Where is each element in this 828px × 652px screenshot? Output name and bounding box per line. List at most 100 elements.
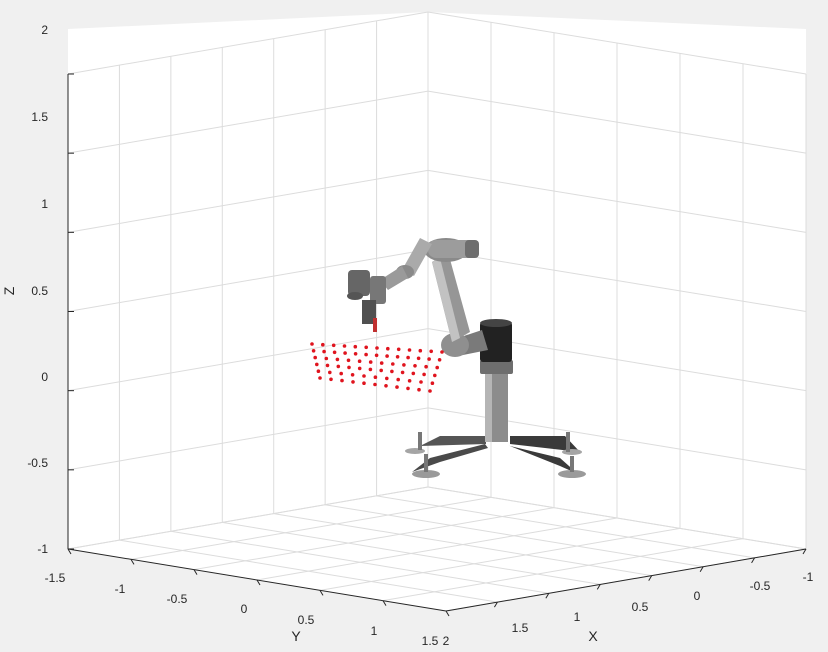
- y-tick-label: 1: [371, 624, 378, 638]
- x-tick-mark: [256, 579, 261, 586]
- x-tick-label: 0: [694, 589, 701, 603]
- x-tick-label: 1.5: [512, 621, 529, 635]
- scatter-point: [407, 379, 412, 383]
- scatter-point: [406, 386, 410, 391]
- z-tick-label: 1: [41, 197, 48, 211]
- scatter-point: [346, 358, 351, 363]
- floor-grid-line: [130, 496, 492, 560]
- scatter-point: [322, 349, 326, 354]
- x-tick-label: -0.5: [750, 579, 771, 593]
- scatter-points: [310, 342, 444, 393]
- scatter-point: [396, 377, 401, 382]
- scatter-point: [395, 385, 399, 389]
- z-tick-label: 1.5: [31, 110, 48, 124]
- wall-grid-line: [427, 249, 807, 312]
- scatter-point: [329, 377, 333, 382]
- x-tick-label: 2: [443, 634, 450, 648]
- scatter-point: [386, 346, 390, 351]
- scatter-point: [316, 369, 321, 374]
- scatter-point: [364, 352, 368, 357]
- wall-grid-line: [67, 486, 429, 550]
- x-tick-label: -1: [803, 570, 814, 584]
- scatter-point: [340, 378, 344, 383]
- axis-lines: [67, 73, 807, 617]
- scatter-point: [364, 345, 369, 350]
- scatter-point: [418, 348, 423, 353]
- x-tick-mark: [67, 548, 72, 555]
- scatter-point: [311, 349, 316, 353]
- y-tick-mark: [545, 593, 550, 599]
- scatter-point: [335, 357, 340, 362]
- y-axis-label: Y: [291, 628, 301, 644]
- scatter-point: [336, 364, 341, 369]
- y-tick-mark: [699, 566, 704, 572]
- scatter-point: [373, 382, 377, 387]
- y-tick-mark: [648, 575, 653, 581]
- y-tick-mark: [802, 548, 807, 555]
- scatter-point: [395, 355, 400, 359]
- scatter-point: [417, 387, 421, 392]
- y-tick-label: 0: [241, 602, 248, 616]
- scatter-point: [391, 362, 395, 366]
- floor-grid-line: [325, 504, 704, 568]
- scatter-point: [315, 362, 319, 367]
- scatter-point: [374, 353, 379, 358]
- wall-grid-line: [427, 11, 807, 75]
- scatter-point: [406, 355, 410, 360]
- scatter-point: [379, 361, 384, 365]
- scatter-point: [384, 384, 388, 388]
- x-tick-labels: -1 -0.5 0 0.5 1 1.5 2: [443, 570, 814, 648]
- scatter-point: [373, 375, 378, 380]
- wall-grid-line: [427, 90, 807, 154]
- scatter-point: [428, 389, 432, 393]
- floor-grid-line: [382, 538, 744, 602]
- floor-grid-line: [273, 513, 652, 577]
- scatter-point: [427, 357, 431, 361]
- z-tick-label: 0: [41, 370, 48, 384]
- scatter-point: [385, 354, 389, 358]
- z-tick-labels: -1 -0.5 0 0.5 1 1.5 2: [27, 23, 48, 556]
- scatter-point: [310, 342, 314, 346]
- scatter-point: [343, 351, 347, 355]
- scatter-point: [362, 374, 366, 378]
- z-tick-label: 2: [41, 23, 48, 37]
- scatter-point: [379, 368, 384, 373]
- scatter-point: [332, 350, 337, 355]
- x-tick-mark: [382, 600, 387, 606]
- scatter-point: [402, 363, 406, 367]
- scatter-point: [435, 365, 440, 370]
- x-axis-line: [445, 548, 807, 612]
- y-tick-label: -0.5: [167, 592, 188, 606]
- z-tick-label: 0.5: [31, 284, 48, 298]
- wall-grid-line: [427, 169, 807, 233]
- wall-grid-line: [427, 486, 807, 550]
- y-tick-label: 1.5: [422, 634, 439, 648]
- scatter-point: [324, 356, 329, 361]
- scatter-point: [350, 373, 355, 377]
- scatter-point: [422, 372, 426, 377]
- scatter-point: [411, 371, 416, 376]
- floor-grid-line: [256, 517, 618, 581]
- y-tick-label: -1.5: [45, 571, 66, 585]
- scatter-point: [396, 347, 401, 352]
- wall-grid-line: [67, 169, 429, 233]
- floor-grid-line: [193, 507, 555, 571]
- x-tick-label: 0.5: [632, 600, 649, 614]
- wall-grid-line: [67, 90, 429, 154]
- scatter-point: [318, 376, 322, 380]
- x-tick-mark: [319, 590, 324, 596]
- scatter-point: [407, 348, 412, 352]
- scatter-point: [385, 376, 389, 381]
- scatter-point: [347, 365, 351, 370]
- y-tick-mark: [596, 584, 601, 590]
- scatter-point: [440, 350, 444, 354]
- scatter-point: [357, 359, 362, 364]
- floor-grid-line: [222, 521, 601, 585]
- y-tick-label: 0.5: [298, 613, 315, 627]
- scatter-point: [321, 342, 325, 347]
- scatter-point: [429, 349, 434, 354]
- y-tick-mark: [751, 557, 756, 564]
- scatter-point: [331, 343, 336, 348]
- y-tick-mark: [493, 601, 498, 608]
- wall-grid-line: [67, 328, 429, 392]
